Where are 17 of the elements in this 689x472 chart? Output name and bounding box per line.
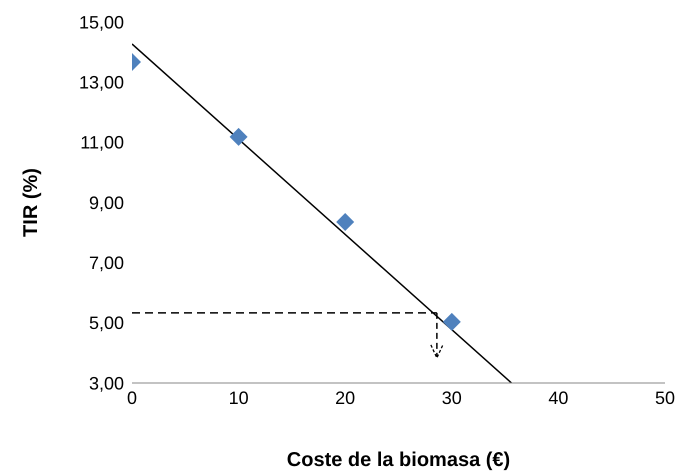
x-axis-title: Coste de la biomasa (€) — [286, 449, 510, 471]
y-tick-label: 15,00 — [78, 12, 124, 32]
y-tick-label: 5,00 — [88, 313, 124, 334]
x-tick-label: 30 — [442, 388, 462, 408]
y-tick-label: 7,00 — [88, 253, 124, 274]
y-axis-title: TIR (%) — [20, 168, 42, 237]
y-tick-label: 3,00 — [88, 373, 124, 394]
y-tick-label: 11,00 — [80, 132, 124, 153]
point — [336, 213, 354, 232]
x-tick-label: 10 — [228, 388, 249, 408]
y-tick-label: 13,00 — [78, 72, 124, 93]
y-tick-label: 9,00 — [88, 192, 124, 213]
x-tick-label: 40 — [548, 388, 568, 408]
x-tick-label: 50 — [654, 388, 676, 408]
point — [442, 312, 461, 331]
x-tick-label: 20 — [335, 388, 356, 408]
x-tick-label: 0 — [126, 388, 138, 408]
